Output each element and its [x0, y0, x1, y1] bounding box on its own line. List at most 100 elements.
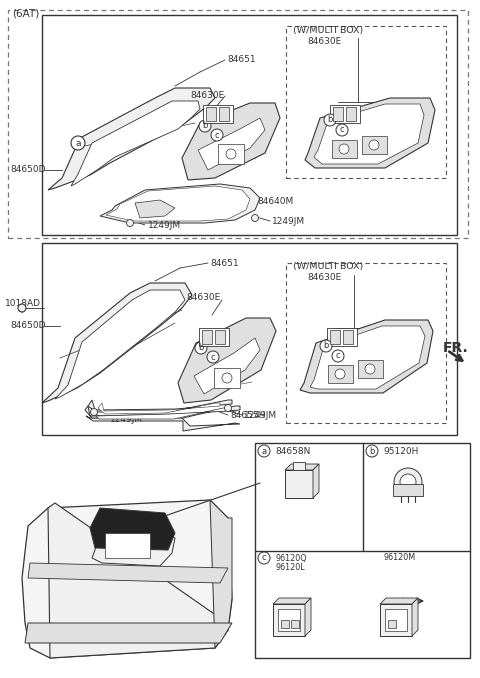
Bar — [255, 443, 470, 658]
Polygon shape — [48, 503, 228, 658]
Polygon shape — [92, 408, 228, 419]
Circle shape — [91, 409, 97, 416]
Bar — [388, 620, 396, 628]
Bar — [105, 533, 150, 558]
Bar — [380, 604, 412, 636]
Bar — [42, 15, 457, 235]
Polygon shape — [92, 528, 175, 566]
Bar — [273, 604, 305, 636]
Bar — [219, 107, 229, 121]
Bar — [42, 243, 457, 435]
Circle shape — [222, 373, 232, 383]
Text: 84650D: 84650D — [10, 165, 46, 174]
Text: 84650D: 84650D — [10, 321, 46, 330]
Circle shape — [332, 350, 344, 362]
Polygon shape — [300, 320, 433, 393]
Bar — [332, 140, 357, 158]
Polygon shape — [71, 101, 200, 186]
Bar — [215, 330, 225, 344]
Circle shape — [336, 124, 348, 136]
Circle shape — [127, 220, 133, 226]
Circle shape — [258, 552, 270, 564]
Circle shape — [71, 136, 85, 150]
Bar — [346, 107, 356, 121]
Text: b: b — [324, 342, 329, 351]
Circle shape — [211, 129, 223, 141]
Circle shape — [320, 340, 332, 352]
Polygon shape — [285, 464, 319, 470]
Bar — [286, 263, 446, 423]
Polygon shape — [135, 200, 175, 218]
Text: 84630E: 84630E — [307, 37, 341, 47]
Text: (W/MULTI BOX): (W/MULTI BOX) — [293, 262, 363, 271]
Polygon shape — [98, 403, 220, 414]
Circle shape — [207, 351, 219, 363]
Bar — [343, 330, 353, 344]
Text: c: c — [340, 125, 344, 134]
Bar — [330, 105, 360, 123]
Circle shape — [365, 364, 375, 374]
Bar — [327, 328, 357, 346]
Bar — [285, 470, 313, 498]
Polygon shape — [178, 318, 276, 403]
Polygon shape — [194, 338, 260, 394]
Bar — [8, 10, 468, 238]
Bar — [362, 136, 387, 154]
Text: b: b — [202, 121, 208, 130]
Bar — [278, 609, 300, 631]
Polygon shape — [305, 98, 435, 168]
Circle shape — [225, 405, 231, 412]
Text: 1249JM: 1249JM — [148, 222, 181, 231]
Text: c: c — [211, 353, 216, 361]
Text: 84630E: 84630E — [307, 273, 341, 283]
Polygon shape — [182, 103, 280, 180]
Text: b: b — [327, 115, 333, 125]
Polygon shape — [86, 416, 240, 431]
Bar — [333, 107, 343, 121]
Bar — [358, 360, 383, 378]
Text: 84640M: 84640M — [257, 197, 293, 207]
Text: 96120Q: 96120Q — [275, 553, 307, 563]
Text: 84630E: 84630E — [190, 90, 224, 100]
Polygon shape — [310, 326, 425, 389]
Polygon shape — [28, 563, 228, 583]
Text: 1249JM: 1249JM — [244, 412, 277, 420]
Circle shape — [258, 445, 270, 457]
Polygon shape — [198, 118, 265, 170]
Text: c: c — [215, 130, 219, 140]
Polygon shape — [48, 88, 215, 190]
Circle shape — [335, 369, 345, 379]
Text: 84651: 84651 — [227, 56, 256, 64]
Text: 84658N: 84658N — [275, 447, 311, 456]
Bar — [286, 26, 446, 178]
Polygon shape — [42, 283, 192, 403]
Circle shape — [369, 140, 379, 150]
Bar — [328, 365, 353, 383]
Text: FR.: FR. — [443, 341, 469, 355]
Circle shape — [339, 144, 349, 154]
Text: 1018AD: 1018AD — [5, 300, 41, 308]
Text: (W/MULTI BOX): (W/MULTI BOX) — [293, 26, 363, 35]
Text: 1249JM: 1249JM — [110, 416, 143, 424]
Polygon shape — [90, 508, 175, 550]
Text: 84655H: 84655H — [230, 412, 265, 420]
Bar — [203, 105, 233, 123]
Polygon shape — [88, 400, 232, 412]
Circle shape — [18, 304, 26, 312]
Text: a: a — [75, 138, 81, 148]
Circle shape — [252, 214, 259, 222]
Polygon shape — [55, 290, 185, 399]
Bar — [199, 328, 229, 346]
Text: 84630E: 84630E — [186, 294, 220, 302]
Polygon shape — [313, 464, 319, 498]
Bar — [293, 462, 305, 470]
Polygon shape — [210, 500, 232, 648]
Text: 95120H: 95120H — [383, 447, 419, 456]
Polygon shape — [412, 598, 418, 636]
Bar — [385, 609, 407, 631]
Text: a: a — [262, 447, 266, 456]
Circle shape — [400, 474, 416, 490]
Bar — [206, 107, 216, 121]
Circle shape — [394, 468, 422, 496]
Circle shape — [226, 149, 236, 159]
